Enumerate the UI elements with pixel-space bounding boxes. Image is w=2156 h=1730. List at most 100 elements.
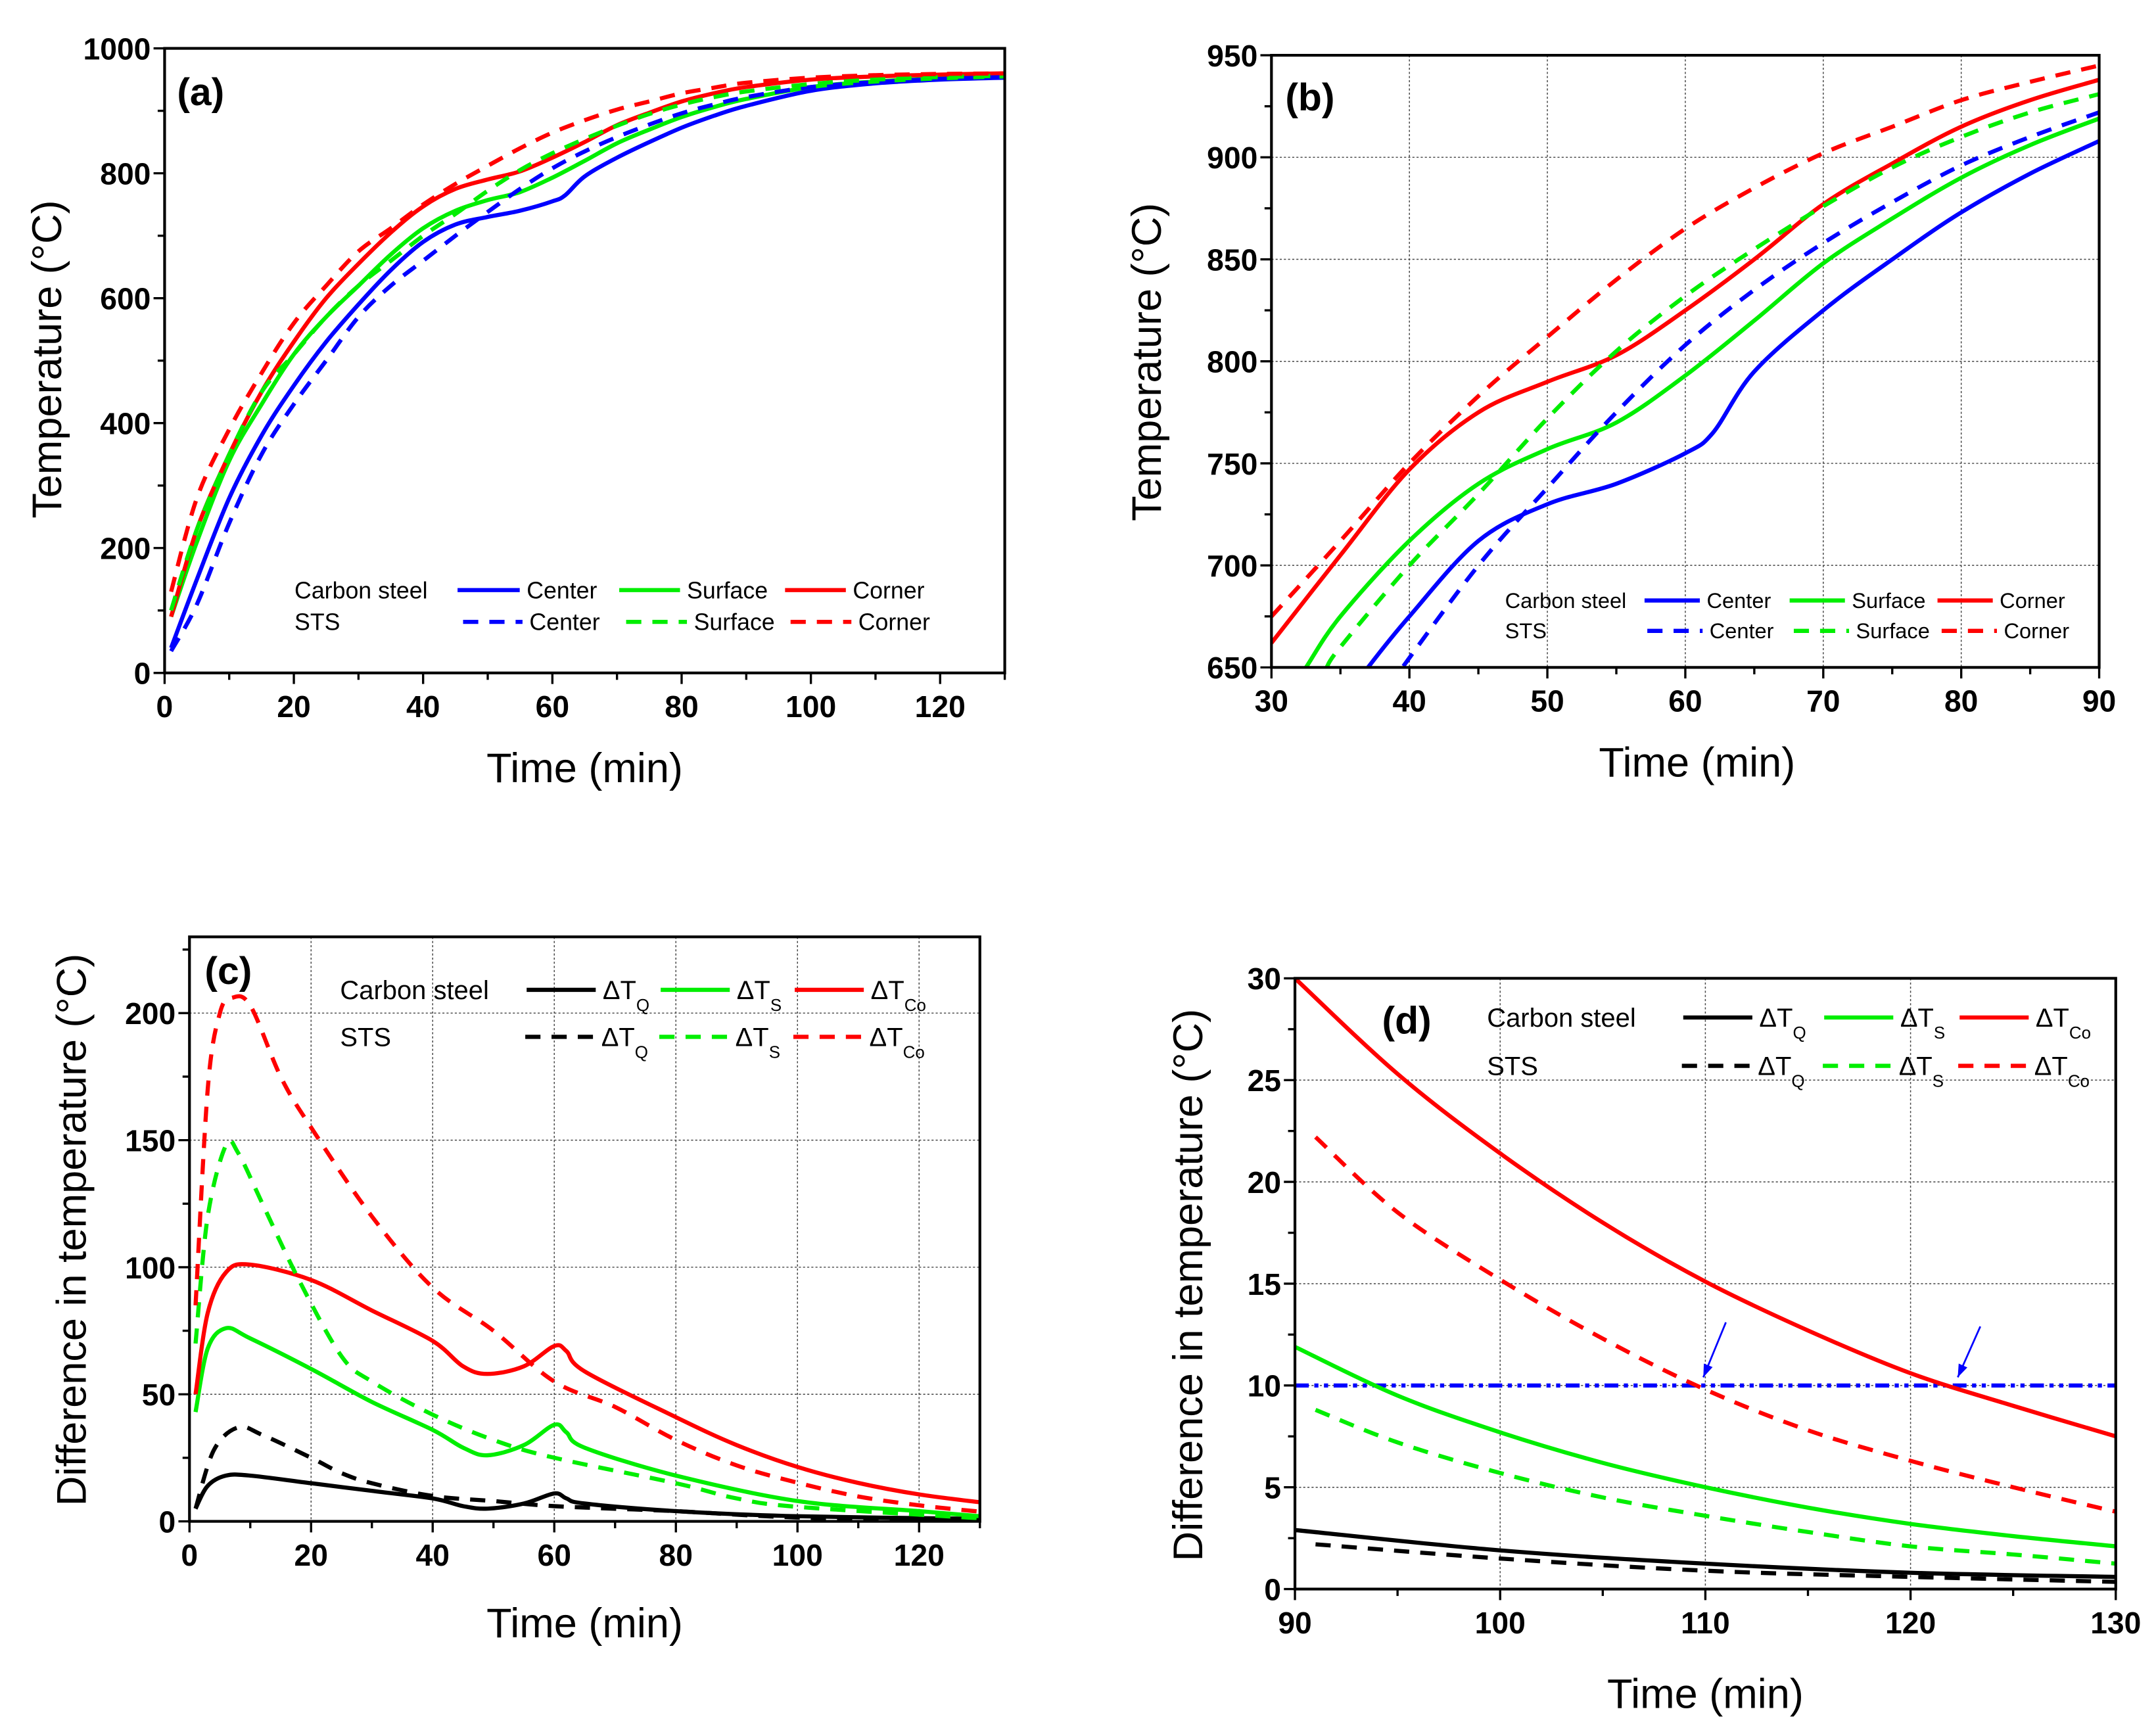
x-axis-title: Time (min)	[486, 745, 683, 791]
y-axis-title: Temperature (°C)	[1124, 203, 1170, 521]
x-tick-label: 60	[536, 690, 569, 724]
legend-entry-label: ΔTQ	[1758, 1052, 1804, 1091]
legend: Carbon steel ΔTQ ΔTS ΔTCo STS ΔTQ ΔTS ΔTCo	[1487, 1004, 2091, 1091]
x-axis-title: Time (min)	[1599, 739, 1795, 785]
series-line-carbon-steel-co	[193, 1262, 980, 1505]
legend-entry-label: ΔTS	[736, 1023, 780, 1062]
x-tick-label: 120	[915, 690, 966, 724]
series-group	[169, 71, 1005, 653]
x-tick-label: 70	[1806, 684, 1840, 718]
legend-entry-subscript: Q	[636, 995, 649, 1015]
legend-entry-label: Surface	[1856, 619, 1930, 643]
y-tick-label: 0	[134, 657, 151, 691]
y-tick-label: 400	[100, 407, 151, 441]
x-tick-label: 30	[1255, 684, 1288, 718]
legend-entry-subscript: Co	[904, 995, 926, 1015]
legend: Carbon steel Center Surface Corner STS Center…	[1505, 589, 2070, 643]
arrow-head-icon	[1957, 1363, 1967, 1378]
series-line-sts-co	[1314, 1135, 2116, 1514]
legend-entry-label: ΔTQ	[603, 976, 649, 1015]
legend-entry-label: Corner	[2000, 589, 2065, 613]
legend-entry-label: Corner	[858, 609, 930, 636]
x-tick-label: 60	[538, 1538, 571, 1572]
y-tick-label: 600	[100, 281, 151, 316]
y-tick-label: 0	[159, 1505, 176, 1539]
series-line-sts-center	[1399, 110, 2099, 668]
y-tick-label: 100	[125, 1251, 176, 1285]
legend-entry-label: Corner	[2004, 619, 2069, 643]
y-tick-label: 150	[125, 1123, 176, 1157]
y-tick-label: 850	[1207, 243, 1257, 277]
x-tick-label: 100	[772, 1538, 823, 1572]
panel-label: (d)	[1382, 999, 1431, 1042]
series-line-sts-surface	[1324, 92, 2099, 668]
x-tick-label: 50	[1530, 684, 1564, 718]
series-line-carbon-steel-center	[169, 75, 1005, 649]
series-line-carbon-steel-q	[1295, 1528, 2116, 1579]
legend-entry-subscript: Co	[903, 1042, 925, 1062]
legend-entry-label: ΔTS	[1899, 1052, 1944, 1091]
legend-entry-label: Surface	[694, 609, 775, 636]
legend-entry-label: Corner	[853, 577, 924, 603]
series-line-carbon-steel-corner	[1271, 78, 2099, 645]
legend-entry-subscript: Co	[2068, 1071, 2090, 1091]
x-tick-label: 20	[294, 1538, 328, 1572]
legend-entry-label: ΔTS	[737, 976, 782, 1015]
x-tick-label: 80	[665, 690, 698, 724]
legend-entry-label: Surface	[1852, 589, 1925, 613]
y-axis-title: Difference in temperature (°C)	[49, 954, 95, 1506]
series-group	[193, 994, 980, 1522]
plot-frame	[163, 47, 1006, 674]
series-line-sts-s	[193, 1138, 980, 1521]
chart-panel-a: 0 20 40 60 80 100 120 0 200 400 600 800 1000 (a) Time …	[24, 32, 1006, 791]
x-tick-label: 60	[1668, 684, 1702, 718]
series-group	[1295, 978, 2116, 1584]
x-tick-label: 90	[2082, 684, 2116, 718]
series-line-sts-s	[1315, 1407, 2116, 1566]
y-tick-label: 700	[1207, 549, 1257, 583]
legend-group-label: STS	[1487, 1052, 1538, 1081]
legend-entry-subscript: Q	[1791, 1071, 1804, 1091]
series-line-carbon-steel-s	[1295, 1345, 2116, 1549]
x-tick-label: 0	[156, 690, 174, 724]
y-tick-label: 200	[125, 996, 176, 1031]
legend-entry-label: Center	[1707, 589, 1771, 613]
x-tick-label: 80	[659, 1538, 693, 1572]
chart-panel-b: 30 40 50 60 70 80 90 650 700 750 800 850 900 950 (b) Ti…	[1124, 39, 2116, 786]
x-tick-label: 90	[1278, 1606, 1311, 1640]
y-tick-label: 10	[1248, 1369, 1281, 1403]
legend-entry-subscript: S	[770, 995, 782, 1015]
legend-entry-subscript: Q	[635, 1042, 648, 1062]
y-tick-label: 900	[1207, 141, 1257, 175]
series-line-sts-surface	[169, 74, 1005, 611]
x-axis-title: Time (min)	[1607, 1671, 1804, 1717]
y-tick-label: 5	[1264, 1471, 1281, 1505]
y-axis-title: Temperature (°C)	[24, 200, 70, 518]
legend-entry-label: ΔTCo	[2036, 1004, 2091, 1042]
series-line-carbon-steel-co	[1295, 978, 2116, 1439]
legend-group-label: Carbon steel	[1487, 1004, 1635, 1033]
chart-panel-d: 90 100 110 120 130 0 5 10 15 20 25 30 (d) Time (min) D…	[1165, 962, 2141, 1717]
series-line-sts-corner	[1271, 63, 2099, 618]
series-line-carbon-steel-surface	[1303, 116, 2099, 668]
y-tick-label: 15	[1248, 1267, 1281, 1301]
legend-entry-subscript: S	[1933, 1071, 1944, 1091]
x-tick-label: 120	[1885, 1606, 1936, 1640]
legend-entry-subscript: S	[769, 1042, 780, 1062]
y-tick-label: 1000	[83, 32, 151, 66]
x-tick-label: 40	[1392, 684, 1426, 718]
x-tick-label: 100	[785, 690, 836, 724]
y-axis-title: Difference in temperature (°C)	[1165, 1009, 1211, 1561]
y-tick-label: 650	[1207, 651, 1257, 685]
series-line-sts-center	[169, 75, 1005, 653]
series-line-sts-q	[193, 1424, 980, 1522]
series-line-sts-corner	[169, 71, 1005, 593]
legend-entry-label: ΔTCo	[870, 1023, 925, 1062]
legend-entry-subscript: Co	[2069, 1023, 2091, 1042]
y-tick-label: 200	[100, 532, 151, 566]
panel-label: (a)	[177, 71, 224, 114]
x-tick-label: 40	[406, 690, 440, 724]
plot-frame	[188, 935, 981, 1523]
legend-entry-label: ΔTCo	[2034, 1052, 2090, 1091]
